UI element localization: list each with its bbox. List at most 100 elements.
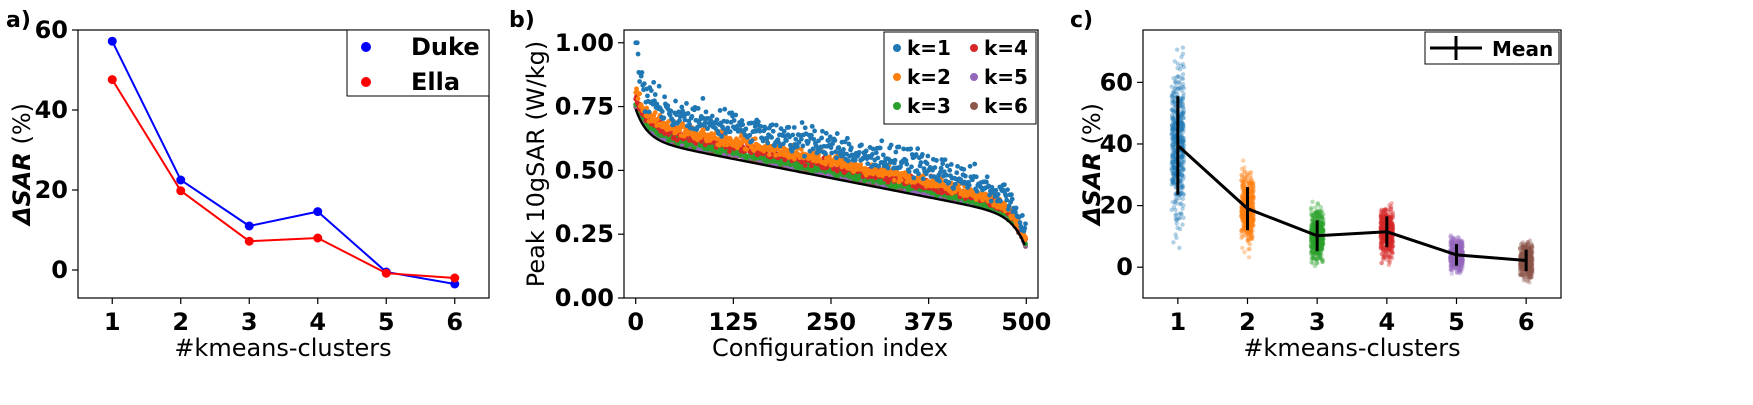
point-c-1-96 — [1176, 74, 1182, 80]
point-k=1-5 — [637, 79, 643, 84]
x-tick-label-a-3: 3 — [241, 308, 258, 336]
point-c-2-435 — [1250, 181, 1256, 187]
point-k=1-229 — [812, 128, 817, 134]
point-k=3-75 — [691, 145, 697, 151]
point-k=1-467 — [998, 198, 1003, 204]
point-k=2-107 — [716, 142, 722, 148]
point-c-3-484 — [1318, 225, 1323, 230]
point-k=4-258 — [834, 168, 840, 174]
point-k=1-17 — [646, 109, 652, 115]
point-k=1-80 — [695, 106, 701, 111]
point-k=1-207 — [795, 144, 800, 149]
point-k=1-436 — [973, 174, 979, 180]
point-k=1-350 — [906, 169, 912, 175]
point-k=1-243 — [823, 151, 828, 157]
point-k=1-487 — [1013, 205, 1019, 211]
point-c-1-488 — [1181, 108, 1187, 114]
point-k=1-244 — [823, 130, 829, 136]
point-k=1-353 — [909, 164, 914, 170]
point-k=1-367 — [919, 152, 925, 157]
point-k=1-266 — [841, 146, 846, 152]
point-k=2-331 — [891, 177, 897, 183]
point-ella-2 — [176, 186, 186, 196]
point-c-1-431 — [1171, 175, 1177, 181]
point-k=1-3 — [635, 51, 641, 57]
point-c-1-491 — [1172, 165, 1177, 171]
point-c-1-294 — [1180, 81, 1186, 87]
point-c-2-489 — [1244, 170, 1250, 176]
point-c-3-477 — [1310, 249, 1315, 255]
point-k=1-238 — [819, 135, 825, 141]
y-axis-label-a-main: ΔSAR — [8, 152, 36, 227]
series-b — [633, 40, 1028, 249]
point-c-2-355 — [1242, 249, 1247, 255]
point-k=1-373 — [924, 161, 930, 166]
legend-marker-k4 — [970, 44, 978, 52]
point-c-2-496 — [1241, 196, 1246, 201]
point-k=1-34 — [659, 108, 665, 114]
point-k=1-176 — [770, 128, 776, 134]
point-k=1-308 — [873, 150, 879, 156]
point-c-1-391 — [1181, 166, 1186, 171]
plot-frame-a — [77, 29, 490, 299]
point-k=1-180 — [773, 122, 779, 128]
point-c-2-388 — [1246, 255, 1252, 260]
point-k=1-216 — [802, 153, 807, 159]
point-c-3-481 — [1311, 222, 1316, 227]
point-c-3-474 — [1315, 214, 1321, 220]
point-c-1-490 — [1172, 59, 1178, 64]
x-tick-label-a-5: 5 — [378, 308, 395, 336]
point-k=1-420 — [961, 166, 967, 172]
point-k=1-337 — [896, 144, 902, 150]
point-c-1-462 — [1169, 157, 1175, 163]
legend-marker-k3 — [893, 102, 901, 110]
point-k=2-5 — [637, 91, 643, 97]
point-k=1-482 — [1009, 196, 1015, 202]
point-c-1-393 — [1169, 94, 1174, 99]
point-k=1-98 — [709, 113, 715, 119]
point-k=1-228 — [811, 136, 817, 142]
x-tick-label-b-125: 125 — [708, 308, 758, 336]
legend-marker-k1 — [893, 44, 901, 52]
point-ella-6 — [450, 273, 460, 283]
point-k=1-472 — [1002, 182, 1007, 188]
point-k=1-362 — [916, 171, 921, 177]
point-k=1-212 — [798, 136, 804, 142]
x-tick-label-b-0: 0 — [627, 308, 644, 336]
point-k=1-313 — [877, 145, 883, 151]
point-k=1-126 — [731, 118, 737, 123]
point-c-1-493 — [1173, 213, 1178, 218]
point-k=1-276 — [848, 145, 854, 151]
point-k=1-361 — [915, 146, 921, 152]
point-k=1-455 — [988, 198, 994, 204]
point-c-2-475 — [1240, 209, 1245, 215]
x-tick-label-a-2: 2 — [172, 308, 189, 336]
point-k=1-36 — [661, 115, 667, 121]
point-k=1-434 — [972, 161, 978, 167]
line-ella — [111, 79, 455, 279]
point-k=1-315 — [879, 138, 885, 144]
legend-marker-k2 — [893, 73, 901, 81]
point-k=1-136 — [739, 118, 745, 123]
x-tick-label-b-375: 375 — [904, 308, 954, 336]
y-tick-label-a-0: 0 — [51, 256, 68, 284]
point-k=1-203 — [791, 125, 797, 130]
point-c-3-265 — [1315, 202, 1321, 207]
point-c-1-485 — [1179, 54, 1184, 60]
point-k=1-297 — [865, 161, 871, 167]
point-duke-4 — [313, 207, 323, 217]
point-k=1-225 — [809, 132, 814, 138]
point-k=1-258 — [834, 131, 840, 136]
point-k=1-323 — [885, 165, 891, 171]
point-c-1-229 — [1177, 245, 1182, 251]
point-c-3-470 — [1309, 213, 1315, 218]
y-axis-label-a: ΔSAR (%) — [8, 103, 36, 227]
point-c-1-189 — [1175, 225, 1180, 231]
point-k=1-437 — [974, 188, 980, 194]
point-k=1-2 — [634, 40, 640, 46]
point-c-1-261 — [1178, 201, 1184, 206]
point-k=1-383 — [932, 165, 938, 170]
point-k=2-340 — [898, 177, 904, 183]
point-k=2-499 — [1023, 235, 1028, 240]
